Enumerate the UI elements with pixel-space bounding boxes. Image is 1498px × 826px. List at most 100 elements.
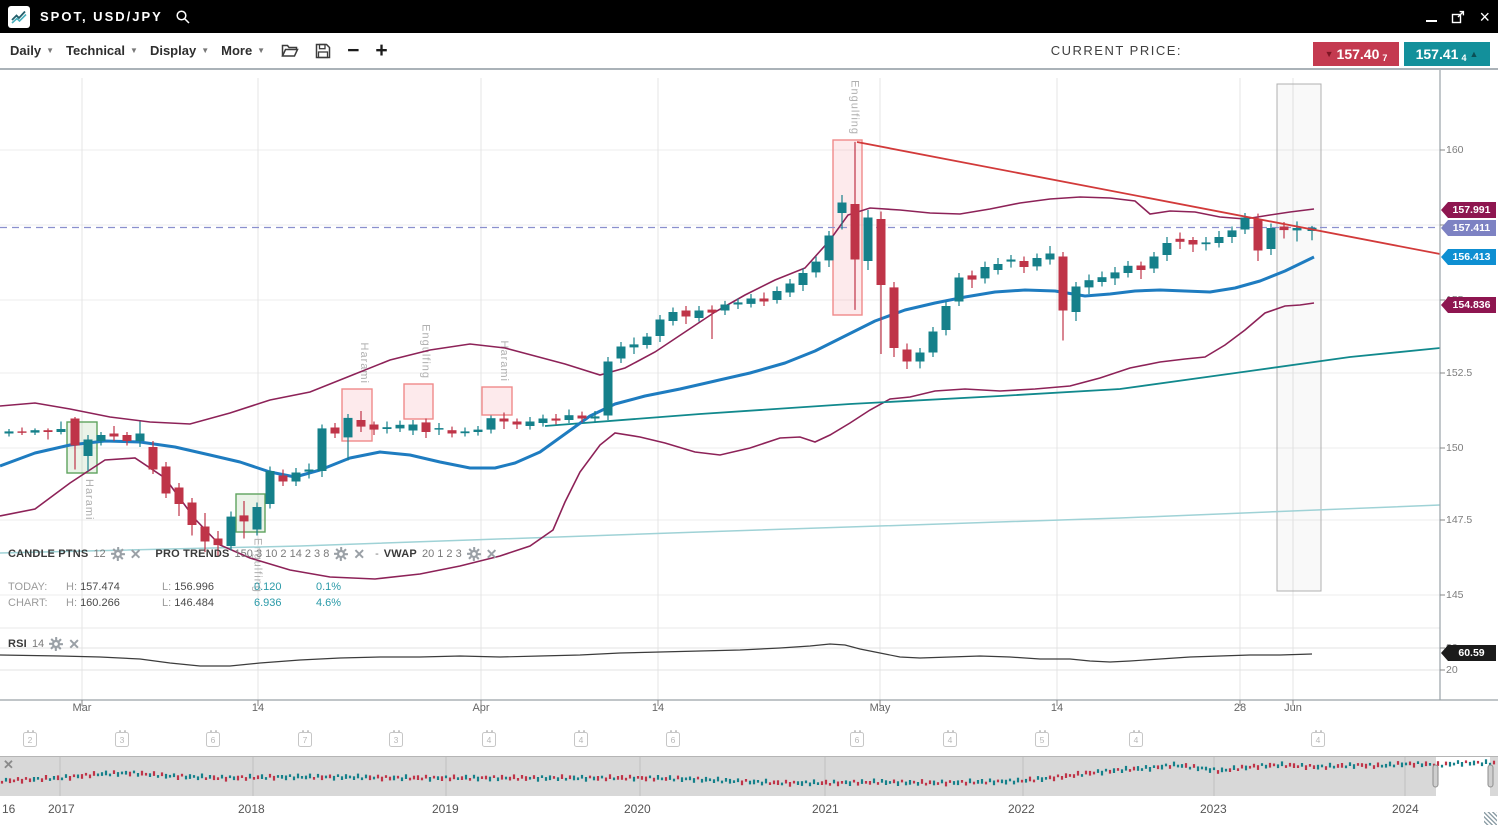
- search-icon[interactable]: [175, 9, 191, 25]
- chart-change-value: 6.936: [254, 597, 282, 609]
- date-axis-label: 28: [1233, 702, 1247, 714]
- pattern-label: Engulfing: [252, 538, 264, 593]
- calendar-event-badge[interactable]: 3: [115, 730, 129, 747]
- popout-button[interactable]: [1451, 10, 1465, 24]
- price-tag: 154.836: [1441, 297, 1496, 313]
- zoom-out-button[interactable]: −: [347, 38, 360, 62]
- pro-trends-settings-gear-icon[interactable]: [334, 547, 349, 561]
- year-axis-label: 2021: [812, 802, 839, 816]
- axis-tick-label: 160: [1446, 144, 1464, 156]
- bid-price-box[interactable]: ▼ 157.40 7: [1313, 42, 1399, 66]
- window-controls: ×: [1426, 0, 1490, 33]
- year-axis-label: 2020: [624, 802, 651, 816]
- pro-trends-remove-icon[interactable]: ✕: [353, 546, 366, 562]
- chart-high-label: H:: [66, 597, 77, 609]
- bid-price-fraction: 7: [1382, 53, 1388, 63]
- candle-ptns-remove-icon[interactable]: ✕: [129, 546, 142, 562]
- date-axis-label: Apr: [472, 702, 490, 714]
- calendar-event-badge[interactable]: 4: [1129, 730, 1143, 747]
- save-icon[interactable]: [315, 43, 331, 59]
- calendar-event-badge[interactable]: 4: [482, 730, 496, 747]
- chart-low-label: L:: [162, 597, 172, 609]
- chart-high-value: 160.266: [80, 597, 120, 609]
- app-logo-icon: [8, 5, 30, 28]
- open-folder-icon[interactable]: [281, 43, 299, 58]
- pattern-label: Harami: [498, 341, 510, 382]
- axis-tick-label: 147.5: [1446, 514, 1473, 526]
- vwap-settings-gear-icon[interactable]: [466, 547, 481, 561]
- menu-technical-label: Technical: [66, 43, 126, 58]
- navigator-left-handle[interactable]: [1432, 764, 1439, 788]
- calendar-event-badge[interactable]: 3: [389, 730, 403, 747]
- rsi-settings-gear-icon[interactable]: [49, 637, 64, 651]
- navigator-close-icon[interactable]: ✕: [3, 757, 14, 772]
- close-icon[interactable]: ×: [1479, 6, 1490, 27]
- candle-ptns-settings-gear-icon[interactable]: [110, 547, 125, 561]
- legend-vwap: - VWAP 20 1 2 3 ✕: [375, 547, 497, 561]
- ask-price-box[interactable]: 157.41 4 ▲: [1404, 42, 1490, 66]
- chevron-down-icon: ▼: [46, 46, 54, 55]
- calendar-event-badge[interactable]: 4: [943, 730, 957, 747]
- legend-candle-ptns: CANDLE PTNS 12 ✕: [8, 547, 141, 561]
- chart-low-value: 146.484: [174, 597, 215, 609]
- vwap-params: 20 1 2 3: [421, 548, 462, 560]
- arrow-up-icon: ▲: [1469, 49, 1479, 59]
- axis-tick-label: 145: [1446, 589, 1464, 601]
- menu-display[interactable]: Display ▼: [150, 43, 209, 58]
- main-chart[interactable]: Harami Engulfing Harami Engulfing Harami Engu…: [0, 70, 1498, 756]
- window-title: SPOT, USD/JPY: [40, 9, 163, 24]
- menu-more[interactable]: More ▼: [221, 43, 265, 58]
- bollinger-lower-band: [0, 302, 1315, 580]
- bid-price-value: 157.40: [1336, 46, 1380, 62]
- today-change-value: 0.120: [254, 581, 282, 593]
- calendar-event-badge[interactable]: 6: [206, 730, 220, 747]
- calendar-event-badge[interactable]: 6: [850, 730, 864, 747]
- calendar-event-badge[interactable]: 4: [574, 730, 588, 747]
- rsi-line: [0, 643, 1313, 667]
- menu-daily[interactable]: Daily ▼: [10, 43, 54, 58]
- zoom-in-button[interactable]: +: [375, 38, 388, 62]
- calendar-event-badge[interactable]: 6: [666, 730, 680, 747]
- date-axis-label: May: [869, 702, 891, 714]
- year-axis: 16 2017 2018 2019 2020 2021 2022 2023 2024: [0, 797, 1498, 826]
- rsi-remove-icon[interactable]: ✕: [68, 636, 80, 652]
- range-navigator[interactable]: ✕: [0, 756, 1498, 796]
- chevron-down-icon: ▼: [130, 46, 138, 55]
- year-axis-label: 2018: [238, 802, 265, 816]
- date-axis-label: 14: [251, 702, 265, 714]
- calendar-event-badge[interactable]: 5: [1035, 730, 1049, 747]
- rsi-label: RSI: [8, 638, 27, 650]
- ask-price-fraction: 4: [1461, 53, 1467, 63]
- legend-pro-trends: PRO TRENDS 150 3 10 2 14 2 3 8 ✕: [155, 547, 365, 561]
- candle-ptns-label: CANDLE PTNS: [8, 548, 89, 560]
- navigator-right-handle[interactable]: [1487, 764, 1494, 788]
- rsi-legend-row: RSI 14 ✕: [8, 637, 80, 651]
- today-percent-value: 0.1%: [316, 581, 342, 593]
- rsi-params: 14: [31, 638, 45, 650]
- navigator-candles: [0, 759, 1496, 787]
- menu-technical[interactable]: Technical ▼: [66, 43, 138, 58]
- calendar-event-badge[interactable]: 2: [23, 730, 37, 747]
- chart-percent-value: 4.6%: [316, 597, 342, 609]
- year-axis-label: 2022: [1008, 802, 1035, 816]
- price-tag: 157.991: [1441, 202, 1496, 218]
- zoom-selection-box[interactable]: [1276, 83, 1322, 592]
- vwap-remove-icon[interactable]: ✕: [485, 546, 498, 562]
- resize-grip[interactable]: [1484, 812, 1497, 825]
- chevron-down-icon: ▼: [257, 46, 266, 55]
- today-high-value: 157.474: [80, 581, 120, 593]
- date-axis-label: 14: [651, 702, 665, 714]
- calendar-event-badge[interactable]: 7: [298, 730, 312, 747]
- pro-trends-label: PRO TRENDS: [155, 548, 230, 560]
- price-tag: 157.411: [1441, 220, 1496, 236]
- menu-display-label: Display: [149, 43, 197, 58]
- price-tag: 156.413: [1441, 249, 1496, 265]
- candles-layer: [4, 141, 1317, 556]
- calendar-event-badge[interactable]: 4: [1311, 730, 1325, 747]
- pattern-label: Engulfing: [849, 80, 861, 135]
- minimize-button[interactable]: [1426, 12, 1438, 22]
- chart-stats-row: CHART: H: 160.266 L: 146.484 6.936 4.6%: [8, 597, 341, 609]
